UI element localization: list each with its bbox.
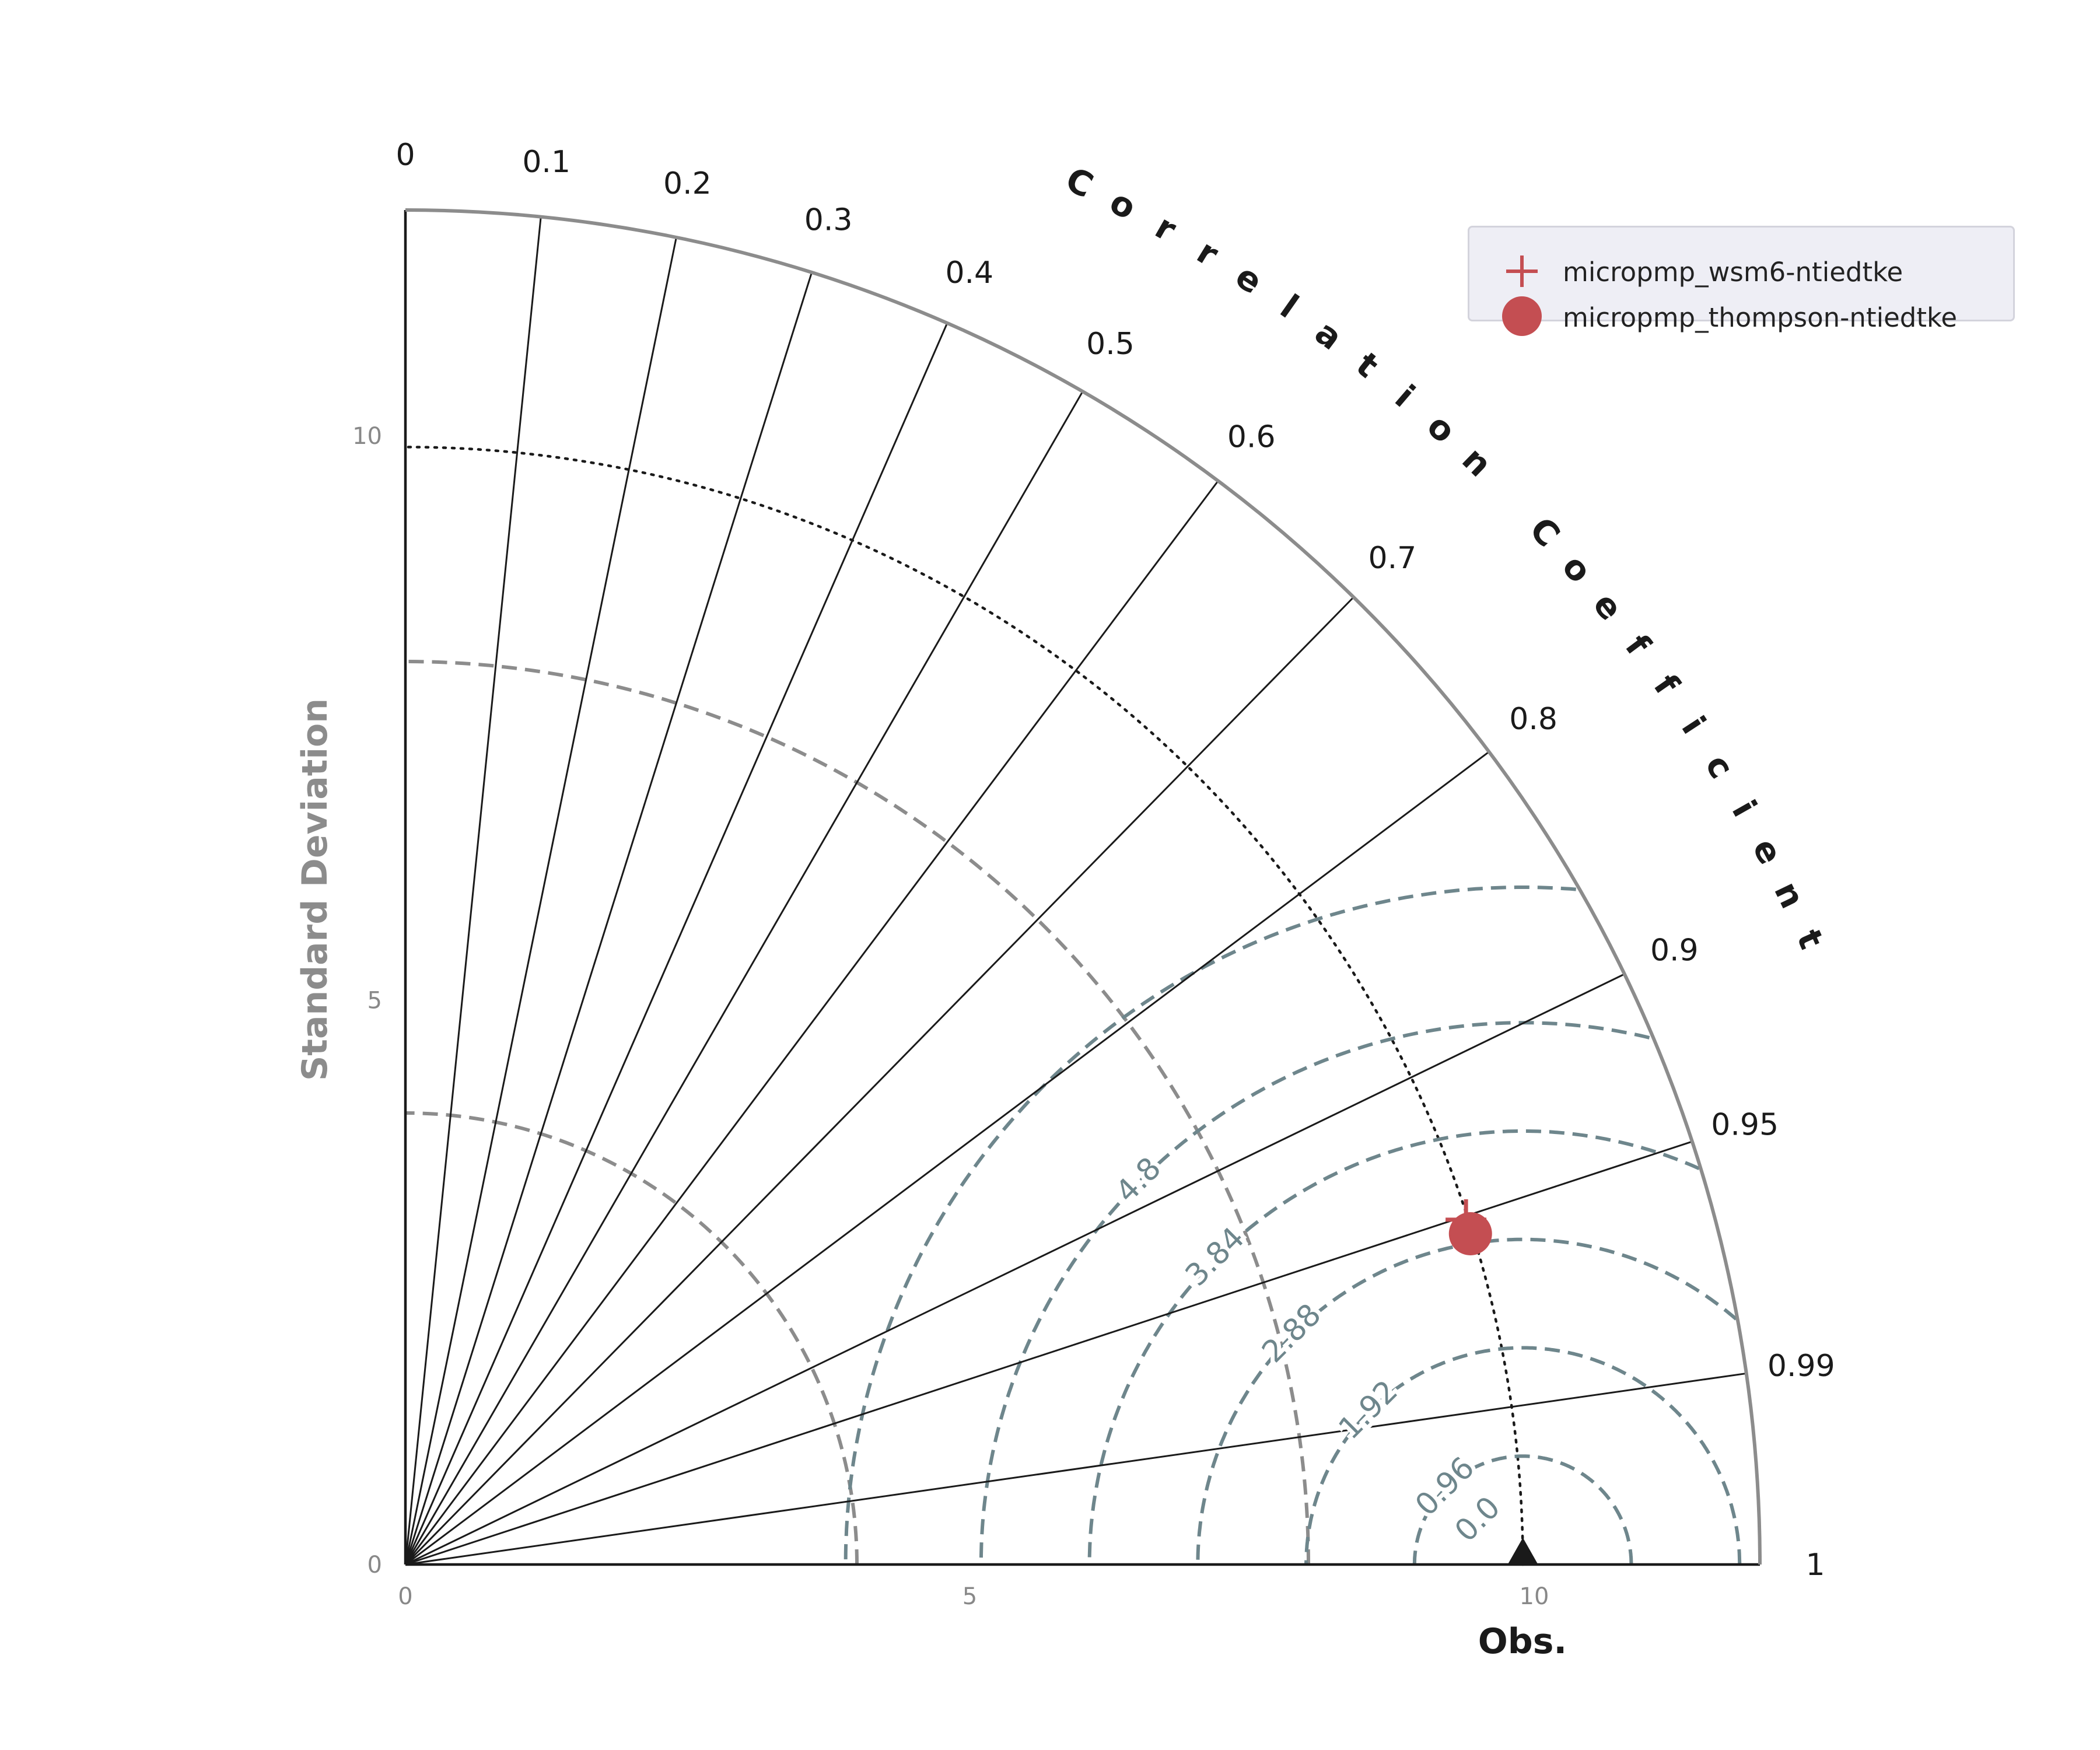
reference-std-circle [404,446,1524,1566]
correlation-label-char: r [1149,206,1183,249]
correlation-tick-label: 0.6 [1227,419,1276,454]
correlation-label-char: f [1646,667,1687,702]
correlation-label-char: o [1419,406,1463,451]
correlation-label-char: e [1745,832,1790,870]
rmsd-contour [979,1021,1650,1564]
legend-item-thompson: micropmp_thompson-ntiedtke [1469,296,2013,337]
correlation-label-char: c [1698,747,1742,785]
rmsd-contour-label: 2.88 [1255,1297,1328,1370]
correlation-label-char: i [1724,794,1765,824]
correlation-tick-label: 0.1 [522,145,570,180]
correlation-label-char: f [1618,627,1658,663]
x-axis-label: Obs. [1478,1621,1567,1662]
correlation-ray [404,391,1084,1565]
correlation-tick-label: 0.95 [1711,1107,1779,1142]
correlation-label-char: n [1766,876,1812,915]
axis-titles: Standard Deviation Obs. [295,698,1567,1662]
rmsd-contour [1412,1454,1633,1564]
correlation-ray [404,323,949,1565]
correlation-label-char: C [1059,159,1099,206]
correlation-label-char: n [1455,439,1500,485]
correlation-label-char: a [1308,312,1350,358]
y-tick-label: 5 [368,988,382,1014]
correlation-tick-label: 0.4 [945,256,993,290]
correlation-label-char: l [1273,287,1306,326]
correlation-ray [404,596,1354,1566]
correlation-rays [404,216,1746,1566]
correlation-tick-label: 0.2 [663,166,712,201]
rmsd-contour-labels: 0.00.961.922.883.844.8 [1105,1147,1511,1553]
x-tick-label: 5 [963,1583,977,1610]
rmsd-contour-label: 1.92 [1332,1374,1405,1446]
correlation-tick-label: 0.99 [1768,1349,1835,1384]
rmsd-contour [1196,1237,1738,1564]
legend-label-thompson: micropmp_thompson-ntiedtke [1563,302,1958,333]
correlation-ray [405,751,1490,1566]
y-tick-label: 10 [352,423,382,450]
legend-item-wsm6: micropmp_wsm6-ntiedtke [1469,251,2013,292]
std-reference-circles [404,446,1524,1566]
correlation-label-char: o [1555,547,1600,590]
correlation-ray [405,1372,1746,1566]
rmsd-contours [844,886,1742,1564]
axes-frame [404,208,1762,1566]
correlation-tick-label: 0.5 [1086,327,1135,362]
rmsd-contour-label: 4.8 [1109,1151,1168,1210]
std-tick-labels: 00 5 5 10 10 [352,423,1549,1610]
correlation-label-char: o [1104,181,1143,228]
correlation-label-char: t [1349,344,1386,385]
correlation-label-char: t [1788,923,1831,954]
correlation-label-char: C [1522,509,1568,554]
legend: micropmp_wsm6-ntiedtke micropmp_thompson… [1468,226,2015,336]
correlation-ray [404,272,813,1565]
correlation-tick-labels: 0 0.1 0.2 0.3 0.4 0.5 0.6 0.7 0.8 0.9 0.95 0.99 1 [396,138,1835,1583]
y-tick-label: 0 [368,1552,382,1578]
correlation-tick-label: 0 [396,138,415,173]
correlation-tick-label: 0.9 [1650,933,1699,968]
correlation-label-char: i [1388,377,1422,415]
series-point-thompson [1448,1212,1492,1255]
correlation-label-char: r [1190,232,1225,274]
rmsd-contour [1087,1129,1700,1564]
rmsd-contour [1304,1346,1742,1564]
plus-marker-icon [1506,256,1538,287]
correlation-tick-label: 0.7 [1368,541,1417,576]
std-circle [405,1111,859,1565]
y-axis-label: Standard Deviation [295,698,335,1081]
correlation-ray [404,237,677,1565]
correlation-ray [404,480,1219,1565]
x-tick-label: 10 [1520,1583,1549,1610]
std-circle [405,660,1310,1565]
correlation-tick-label: 1 [1805,1548,1825,1583]
correlation-ray [405,973,1625,1566]
outer-arc [405,208,1762,1565]
correlation-tick-label: 0.3 [804,202,853,237]
correlation-ray [404,216,542,1565]
correlation-tick-label: 0.8 [1509,702,1558,737]
x-tick-label: 0 [398,1583,412,1610]
data-points [1446,1199,1538,1564]
circle-marker-icon [1502,296,1542,336]
reference-point-triangle [1507,1538,1538,1564]
correlation-label-char: e [1228,256,1269,302]
correlation-label-char: i [1674,709,1713,741]
legend-label-wsm6: micropmp_wsm6-ntiedtke [1563,257,1903,288]
rmsd-contour-label: 3.84 [1179,1220,1251,1293]
correlation-ray [405,1140,1693,1566]
correlation-label-char: e [1586,585,1631,628]
